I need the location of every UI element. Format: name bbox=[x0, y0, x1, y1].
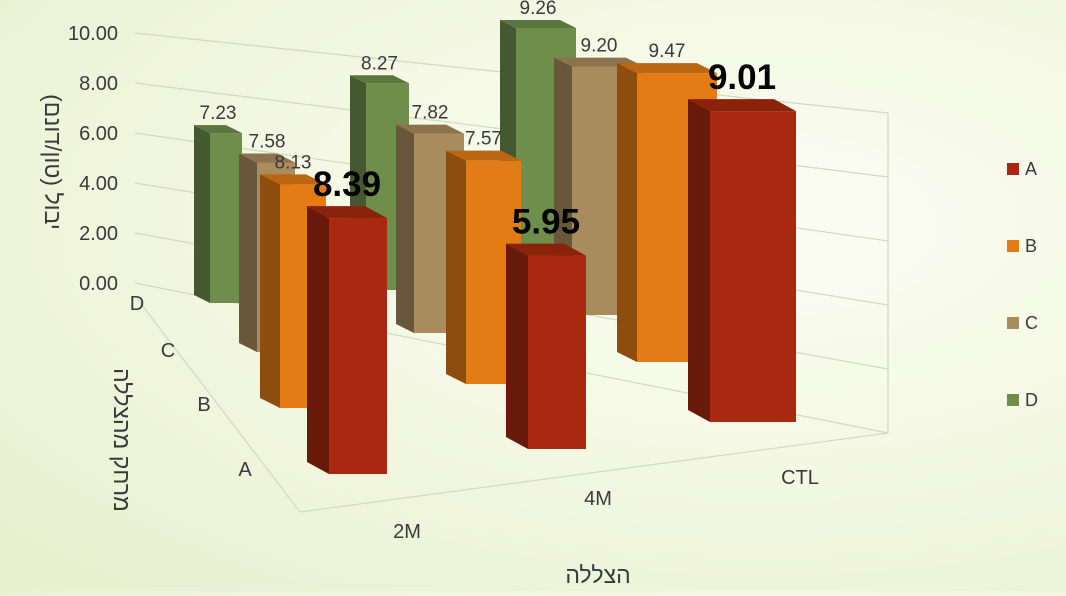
legend-label: C bbox=[1025, 313, 1038, 333]
bar-side-face bbox=[239, 153, 257, 352]
data-label: 9.20 bbox=[581, 36, 618, 57]
bar-top-face bbox=[194, 125, 242, 134]
floor-lines bbox=[134, 295, 889, 513]
bar-A-CTL bbox=[688, 99, 796, 422]
legend-label: A bbox=[1025, 159, 1037, 179]
x-tick-label: 4M bbox=[584, 488, 612, 510]
legend-swatch bbox=[1007, 240, 1019, 252]
bar-top-face bbox=[617, 63, 717, 74]
depth-tick-label: D bbox=[130, 293, 144, 315]
bar-top-face bbox=[506, 243, 586, 256]
data-label: 7.82 bbox=[412, 103, 449, 124]
y-tick-label: 2.00 bbox=[79, 223, 118, 245]
axis-labels: 2M 4M CTL D C B A bbox=[130, 293, 819, 543]
floor-edge bbox=[299, 432, 889, 513]
data-label: 7.58 bbox=[249, 132, 286, 153]
legend-swatch bbox=[1007, 317, 1019, 329]
data-labels: 7.23 8.27 9.26 7.58 7.82 9.20 8.13 7.57 9.47 8.39… bbox=[200, 0, 777, 242]
y-axis-title: יבול (טון/דונם) bbox=[40, 94, 66, 230]
bar-front-face bbox=[210, 133, 242, 303]
bar-top-face bbox=[239, 153, 295, 163]
bar-A-4M bbox=[506, 243, 586, 449]
bar-side-face bbox=[396, 124, 414, 333]
bar-side-face bbox=[617, 63, 637, 362]
depth-tick-label: A bbox=[238, 459, 252, 481]
legend-item-C: C bbox=[1007, 313, 1038, 333]
data-label: 7.23 bbox=[200, 103, 237, 124]
bar-top-face bbox=[307, 206, 387, 219]
bar-D-2M bbox=[194, 125, 242, 303]
legend-item-A: A bbox=[1007, 159, 1037, 179]
bar-side-face bbox=[260, 174, 280, 408]
data-label: 9.01 bbox=[708, 58, 776, 97]
y-tick-label: 0.00 bbox=[79, 273, 118, 295]
y-tick-label: 4.00 bbox=[79, 173, 118, 195]
depth-tick-label: B bbox=[197, 394, 210, 416]
x-axis-title: הצללה bbox=[565, 562, 630, 588]
data-label: 5.95 bbox=[512, 203, 580, 242]
y-axis-ticks: 0.00 2.00 4.00 6.00 8.00 10.00 bbox=[68, 23, 118, 295]
y-tick-label: 6.00 bbox=[79, 123, 118, 145]
legend: A B C D bbox=[1007, 159, 1038, 410]
x-tick-label: CTL bbox=[781, 467, 819, 489]
bar-front-face bbox=[329, 218, 387, 474]
depth-axis-title: מרחק מהצללה bbox=[109, 368, 135, 512]
depth-tick-label: C bbox=[161, 340, 175, 362]
bar-top-face bbox=[260, 174, 326, 185]
bar-top-face bbox=[396, 124, 464, 134]
y-tick-label: 8.00 bbox=[79, 73, 118, 95]
y-tick-label: 10.00 bbox=[68, 23, 118, 45]
data-label: 8.13 bbox=[275, 152, 312, 173]
bar-top-face bbox=[446, 150, 521, 161]
legend-label: D bbox=[1025, 390, 1038, 410]
data-label: 7.57 bbox=[465, 129, 502, 150]
data-label: 9.26 bbox=[520, 0, 557, 19]
legend-item-D: D bbox=[1007, 390, 1038, 410]
data-label: 8.39 bbox=[313, 165, 381, 204]
floor-edge bbox=[134, 295, 301, 513]
bar-front-face bbox=[710, 111, 796, 422]
legend-item-B: B bbox=[1007, 236, 1037, 256]
bar-A-2M bbox=[307, 206, 387, 475]
bar-side-face bbox=[688, 99, 710, 422]
x-tick-label: 2M bbox=[393, 521, 421, 543]
legend-label: B bbox=[1025, 236, 1037, 256]
legend-swatch bbox=[1007, 394, 1019, 406]
legend-swatch bbox=[1007, 163, 1019, 175]
bar-top-face bbox=[350, 75, 409, 84]
bar-side-face bbox=[506, 243, 528, 449]
bars bbox=[194, 19, 796, 475]
bar-top-face bbox=[688, 99, 796, 112]
bar-front-face bbox=[528, 255, 586, 449]
data-label: 9.47 bbox=[649, 41, 686, 62]
data-label: 8.27 bbox=[361, 53, 398, 74]
bar-top-face bbox=[500, 19, 576, 28]
bar-side-face bbox=[307, 206, 329, 475]
bar-side-face bbox=[194, 125, 210, 303]
bar-side-face bbox=[446, 150, 466, 384]
